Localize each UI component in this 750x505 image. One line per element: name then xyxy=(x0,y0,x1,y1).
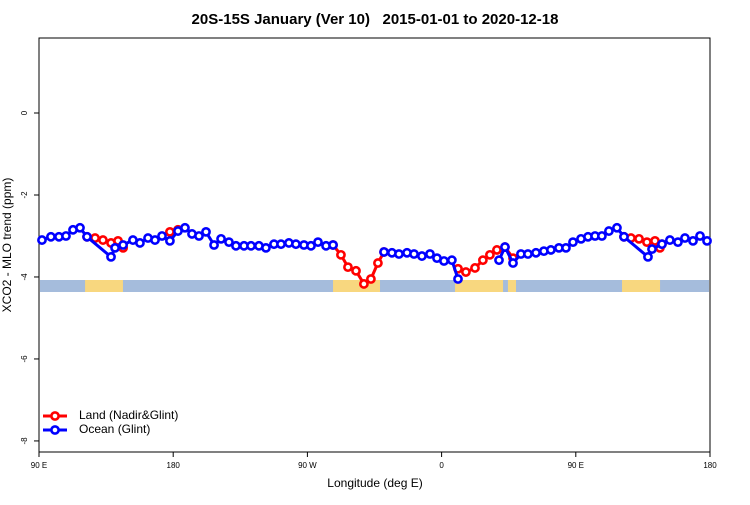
data-point xyxy=(209,240,219,250)
data-point xyxy=(343,262,353,273)
data-point xyxy=(409,249,419,259)
data-point xyxy=(643,251,653,262)
y-axis-title: XCO2 - MLO trend (ppm) xyxy=(0,178,14,313)
x-tick-label: 90 E xyxy=(31,461,47,470)
data-point xyxy=(135,238,145,248)
data-point xyxy=(561,242,571,253)
data-point xyxy=(470,263,480,273)
data-point xyxy=(568,237,578,248)
data-point xyxy=(453,274,463,284)
x-axis-title: Longitude (deg E) xyxy=(327,476,422,490)
data-point xyxy=(118,240,128,250)
land-span xyxy=(85,280,123,292)
data-point xyxy=(485,249,495,260)
legend-marker xyxy=(50,411,60,421)
y-tick-label: -6 xyxy=(20,355,29,363)
data-point xyxy=(180,222,190,233)
data-point xyxy=(106,251,116,262)
data-point xyxy=(359,279,369,289)
data-point xyxy=(439,256,449,266)
data-point xyxy=(500,242,510,252)
land-span xyxy=(622,280,661,292)
x-tick-label: 90 E xyxy=(568,461,584,470)
data-point xyxy=(394,249,404,259)
land-span xyxy=(507,280,517,292)
data-point xyxy=(508,258,518,268)
data-point xyxy=(478,255,488,266)
y-tick-label: -2 xyxy=(20,191,29,199)
data-point xyxy=(231,240,241,251)
chart-title: 20S-15S January (Ver 10) 2015-01-01 to 2… xyxy=(192,11,559,28)
data-point xyxy=(695,231,705,241)
data-point xyxy=(291,239,301,250)
data-point xyxy=(61,231,71,241)
data-point xyxy=(194,231,204,241)
data-point xyxy=(425,249,435,259)
legend-label: Land (Nadir&Glint) xyxy=(79,408,178,422)
x-tick-label: 180 xyxy=(167,461,181,470)
legend-label: Ocean (Glint) xyxy=(79,422,150,436)
data-point xyxy=(165,226,175,237)
data-point xyxy=(619,231,629,242)
data-point xyxy=(417,251,427,261)
series xyxy=(37,222,712,284)
data-point xyxy=(680,233,690,243)
data-point xyxy=(82,231,92,242)
data-point xyxy=(373,258,383,268)
data-point xyxy=(306,240,316,251)
data-point xyxy=(110,242,120,253)
x-tick-label: 90 W xyxy=(298,461,317,470)
data-point xyxy=(531,247,541,258)
data-point xyxy=(642,237,652,248)
data-point xyxy=(165,236,175,246)
data-point xyxy=(523,249,533,259)
data-point xyxy=(461,267,471,277)
legend-marker xyxy=(50,425,60,435)
data-point xyxy=(351,265,361,276)
y-tick-label: -4 xyxy=(20,273,29,281)
data-point xyxy=(688,236,698,246)
data-point xyxy=(664,235,675,245)
data-point xyxy=(150,235,160,245)
data-point xyxy=(604,226,614,236)
data-point xyxy=(216,233,226,244)
data-point xyxy=(328,240,338,250)
x-tick-label: 180 xyxy=(703,461,717,470)
data-point xyxy=(647,244,657,254)
data-point xyxy=(261,242,271,253)
data-point xyxy=(98,235,108,245)
data-point xyxy=(276,239,286,250)
data-point xyxy=(596,231,607,241)
data-point xyxy=(702,236,712,246)
data-point xyxy=(379,247,389,257)
data-point xyxy=(446,255,457,266)
data-point xyxy=(545,245,556,255)
data-point xyxy=(612,222,622,233)
land-span xyxy=(455,280,504,292)
data-point xyxy=(336,249,346,260)
plot-frame xyxy=(38,37,711,453)
data-point xyxy=(313,237,323,248)
data-point xyxy=(634,233,644,244)
y-tick-label: -8 xyxy=(20,437,29,445)
data-point xyxy=(46,231,56,242)
data-point xyxy=(75,222,85,233)
data-point xyxy=(366,274,376,284)
data-point xyxy=(37,235,47,245)
data-point xyxy=(673,237,683,248)
data-point xyxy=(246,240,256,251)
data-point xyxy=(157,231,167,241)
x-tick-label: 0 xyxy=(439,461,444,470)
data-point xyxy=(657,239,667,250)
y-tick-label: 0 xyxy=(20,110,29,115)
data-point xyxy=(492,245,502,255)
data-point xyxy=(224,237,234,248)
data-point xyxy=(201,226,211,237)
data-point xyxy=(494,255,504,266)
